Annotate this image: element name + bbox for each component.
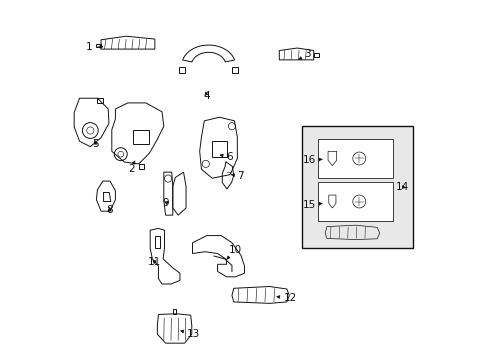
Text: 6: 6 — [220, 152, 233, 162]
Text: 11: 11 — [147, 257, 161, 267]
Text: 12: 12 — [276, 293, 297, 303]
Text: 14: 14 — [395, 182, 408, 192]
FancyBboxPatch shape — [317, 182, 392, 221]
Text: 10: 10 — [226, 245, 241, 259]
Text: 3: 3 — [298, 49, 310, 60]
FancyBboxPatch shape — [317, 139, 392, 178]
Polygon shape — [212, 140, 226, 157]
Text: 1: 1 — [85, 42, 102, 52]
Polygon shape — [155, 235, 160, 248]
Text: 5: 5 — [92, 139, 99, 149]
Polygon shape — [133, 130, 149, 144]
Text: 8: 8 — [106, 206, 113, 216]
FancyBboxPatch shape — [301, 126, 412, 248]
Text: 16: 16 — [303, 155, 322, 165]
Text: 7: 7 — [231, 171, 244, 181]
Text: 15: 15 — [303, 200, 321, 210]
Text: 13: 13 — [181, 329, 200, 339]
Text: 2: 2 — [128, 161, 135, 174]
Text: 4: 4 — [203, 91, 209, 101]
Text: 9: 9 — [162, 198, 168, 208]
